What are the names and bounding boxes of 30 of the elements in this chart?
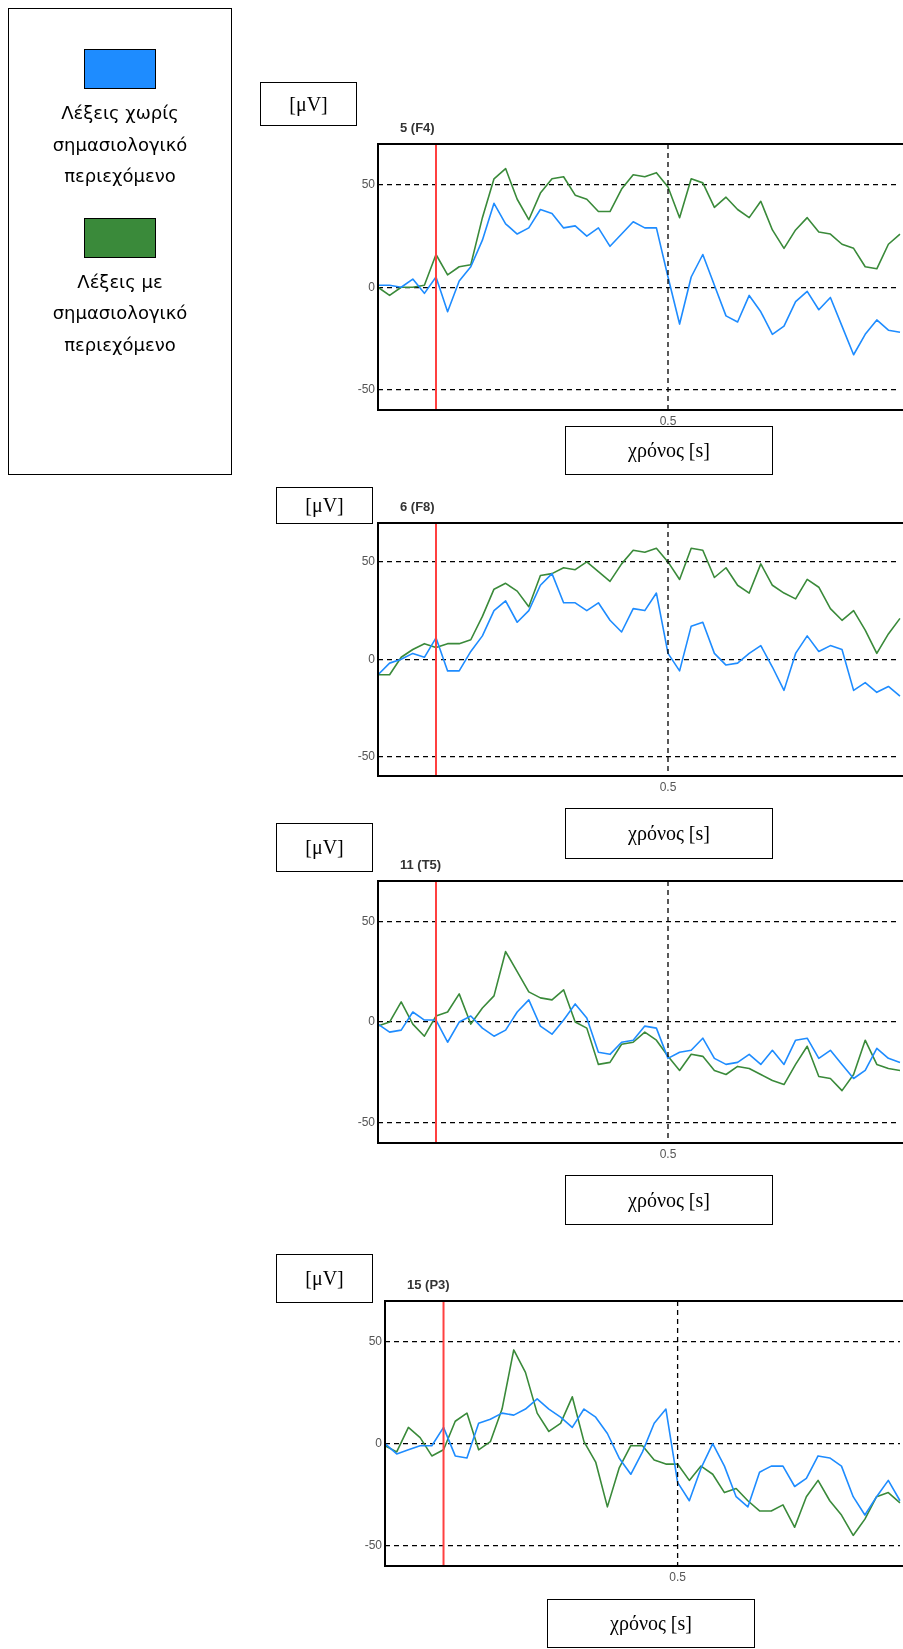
text: 0.5	[669, 1570, 687, 1585]
chart-title: 6 (F8)	[400, 499, 435, 514]
y-tick-label: 0	[368, 1014, 376, 1029]
y-tick-label: -50	[357, 381, 376, 396]
legend-label: Λέξεις χωρίς σημασιολογικό περιεχόμενο	[51, 101, 189, 188]
y-tick-label: -50	[357, 1115, 376, 1130]
x-axis-title: χρόνος [s]	[565, 1175, 773, 1225]
text: 0.5	[659, 1147, 677, 1162]
text: 0.5	[659, 780, 677, 795]
y-tick-label: 0	[375, 1436, 383, 1450]
y-axis-title: [μV]	[276, 823, 373, 872]
x-axis-title: χρόνος [s]	[547, 1599, 755, 1648]
y-axis-title: [μV]	[276, 1254, 373, 1303]
x-axis-title: χρόνος [s]	[565, 808, 773, 859]
legend-label: Λέξεις με σημασιολογικό περιεχόμενο	[51, 269, 189, 357]
y-tick-label: 50	[361, 554, 376, 569]
y-axis-title: [μV]	[276, 487, 373, 524]
y-tick-label: -50	[357, 748, 376, 763]
text: 0.5	[659, 414, 677, 429]
chart-title: 5 (F4)	[400, 120, 435, 135]
y-axis-title: [μV]	[260, 82, 357, 126]
y-tick-label: 50	[361, 913, 376, 928]
x-axis-title: χρόνος [s]	[628, 439, 710, 461]
y-tick-label: 0	[368, 279, 376, 294]
y-tick-label: 0	[368, 651, 376, 666]
y-tick-label: 50	[361, 177, 376, 192]
y-tick-label: 50	[368, 1334, 383, 1349]
chart-title: 11 (T5)	[400, 857, 442, 872]
y-tick-label: -50	[364, 1537, 383, 1552]
chart-title: 15 (P3)	[407, 1277, 450, 1292]
